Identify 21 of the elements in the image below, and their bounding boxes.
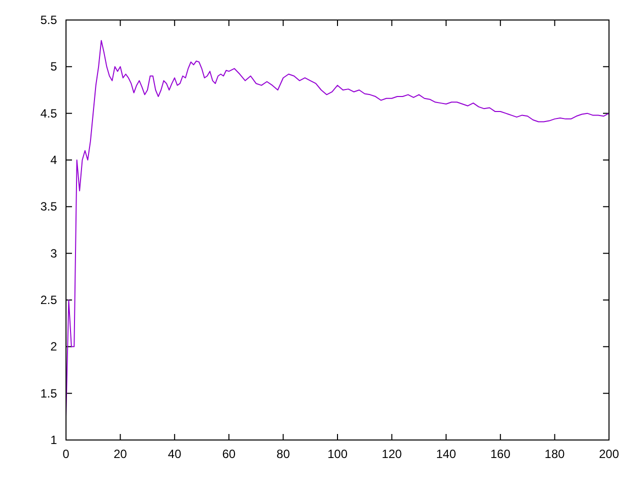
x-tick-label: 20 bbox=[114, 447, 128, 461]
x-tick-label: 60 bbox=[222, 447, 236, 461]
y-tick-label: 4 bbox=[50, 153, 58, 167]
x-tick-label: 80 bbox=[276, 447, 290, 461]
y-tick-label: 1.5 bbox=[40, 386, 58, 400]
x-tick-label: 120 bbox=[382, 447, 402, 461]
y-tick-label: 3 bbox=[50, 246, 58, 260]
x-tick-label: 200 bbox=[598, 447, 620, 461]
y-tick-label: 4.5 bbox=[40, 106, 58, 120]
x-tick-label: 140 bbox=[436, 447, 456, 461]
y-tick-label: 5 bbox=[50, 60, 58, 74]
x-tick-label: 100 bbox=[327, 447, 348, 461]
y-tick-label: 2 bbox=[50, 340, 58, 354]
x-tick-label: 160 bbox=[490, 447, 511, 461]
x-tick-label: 40 bbox=[168, 447, 182, 461]
y-tick-label: 2.5 bbox=[40, 293, 58, 307]
y-tick-label: 3.5 bbox=[40, 200, 58, 214]
y-tick-label: 1 bbox=[50, 433, 58, 447]
x-tick-label: 180 bbox=[544, 447, 566, 461]
x-tick-label: 0 bbox=[62, 447, 70, 461]
y-tick-label: 5.5 bbox=[40, 13, 58, 27]
